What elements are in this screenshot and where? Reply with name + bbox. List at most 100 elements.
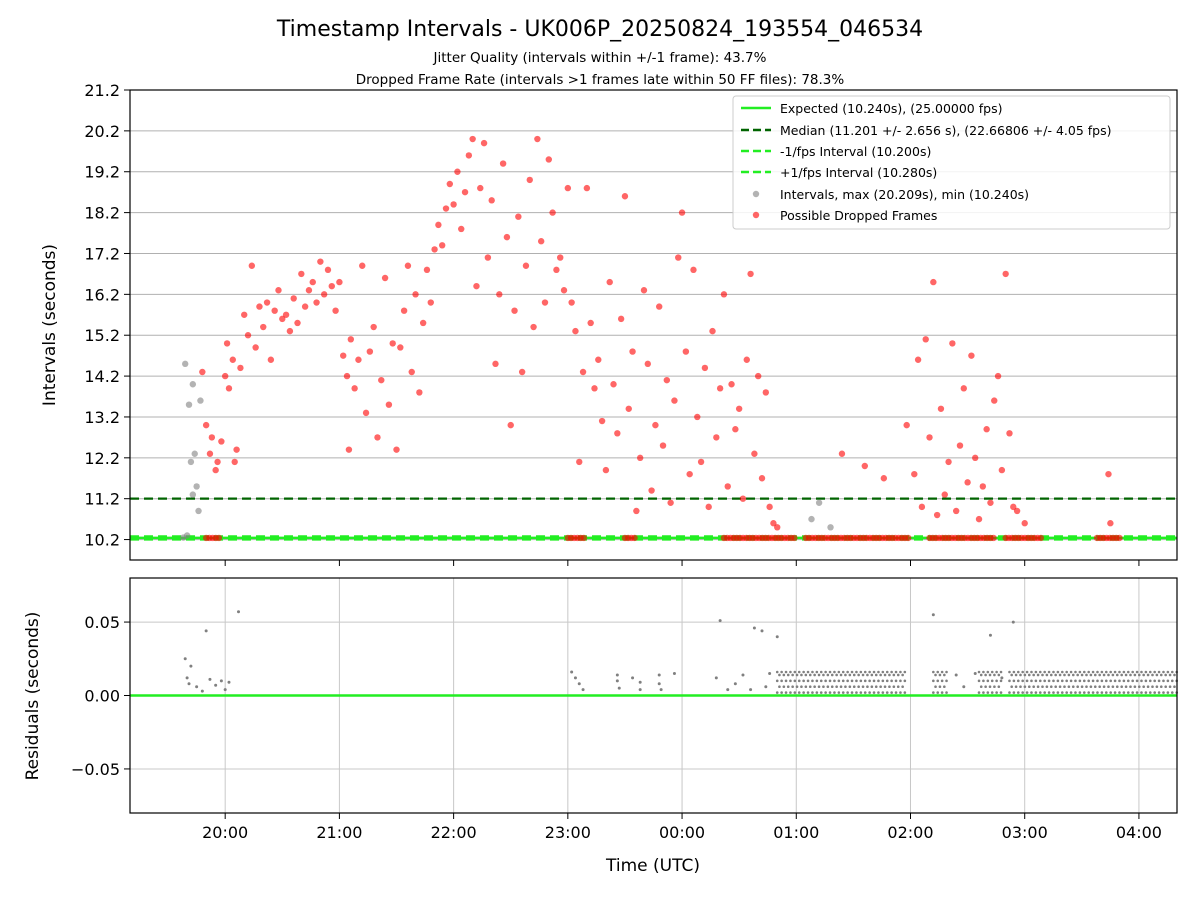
x-tick-label: 23:00 (545, 823, 591, 842)
legend: Expected (10.240s), (25.00000 fps) Media… (732, 95, 1171, 230)
residual-point (1166, 670, 1170, 674)
residual-point (1140, 670, 1143, 674)
dropped-frame-point (522, 262, 530, 269)
dropped-frame-point (606, 278, 613, 286)
residual-point (982, 691, 985, 694)
dropped-frame-point (473, 282, 480, 290)
dropped-frame-point (926, 434, 933, 441)
dropped-frame-point (922, 336, 929, 343)
residuals-y-tick-label: −0.05 (71, 760, 120, 779)
residual-point (733, 682, 737, 686)
dropped-frame-point (774, 524, 781, 531)
residual-point (1054, 685, 1057, 688)
residual-point (1098, 685, 1101, 688)
residual-point (874, 685, 878, 688)
dropped-frame-point (530, 323, 537, 331)
residual-point (866, 685, 869, 688)
dropped-frame-point (301, 303, 309, 310)
residual-point (819, 679, 823, 683)
residual-point (1052, 679, 1055, 683)
residual-point (872, 670, 876, 674)
dropped-frame-point (427, 299, 434, 306)
residual-point (940, 691, 944, 694)
residual-point (1060, 691, 1064, 694)
residual-point (977, 691, 981, 694)
dropped-frame-point (987, 499, 994, 506)
residual-point (1052, 670, 1055, 674)
intervals-x-ticks (224, 560, 1140, 566)
dropped-frame-point (686, 470, 693, 478)
residual-point (1091, 691, 1095, 694)
intervals-y-tick-label: 15.2 (84, 326, 120, 345)
residual-point (1100, 691, 1104, 694)
residual-point (1131, 691, 1134, 694)
dropped-frame-point (1021, 520, 1028, 527)
dropped-frame-point (496, 291, 503, 298)
dropped-frame-point (656, 303, 663, 310)
x-tick-label: 22:00 (431, 823, 477, 842)
dropped-frame-point (1006, 430, 1013, 437)
residual-point (1074, 679, 1077, 683)
legend-dropped-swatch (752, 211, 760, 219)
residual-point (786, 673, 790, 677)
residual-point (1076, 685, 1079, 688)
residual-point (659, 688, 663, 692)
residual-point (1102, 673, 1106, 677)
dropped-frame-point (450, 201, 457, 208)
residual-point (1093, 673, 1097, 677)
dropped-frame-point (438, 242, 446, 249)
residual-point (1144, 670, 1148, 674)
residual-point (1155, 673, 1159, 677)
residual-point (1120, 685, 1123, 688)
residual-point (899, 679, 902, 683)
dropped-frame-point (347, 336, 355, 343)
interval-point (180, 534, 187, 541)
x-axis-label: Time (UTC) (605, 856, 700, 876)
residual-point (881, 679, 885, 683)
residual-point (1166, 691, 1170, 694)
residual-point (988, 673, 992, 677)
residual-point (940, 679, 944, 683)
residual-point (1038, 691, 1042, 694)
residual-point (1080, 685, 1084, 688)
x-tick-label: 03:00 (1002, 823, 1048, 842)
residual-point (954, 673, 958, 677)
residual-point (786, 685, 790, 688)
interval-point (827, 524, 834, 531)
residual-point (997, 673, 1001, 677)
residual-point (943, 673, 946, 677)
dropped-frame-point (587, 319, 594, 327)
residual-point (835, 685, 838, 688)
intervals-points (180, 135, 1123, 542)
dropped-frame-point (732, 426, 739, 433)
residual-point (804, 685, 808, 688)
dropped-frame-point (359, 262, 366, 269)
residual-point (784, 670, 788, 674)
residual-point (1054, 673, 1057, 677)
residual-point (817, 673, 821, 677)
residual-point (1082, 670, 1086, 674)
residual-point (1148, 679, 1152, 683)
residual-point (1087, 670, 1090, 674)
dropped-frame-point (526, 176, 533, 184)
residual-point (852, 673, 856, 677)
dropped-frame-point (952, 507, 960, 515)
residual-point (789, 691, 792, 694)
residual-point (868, 670, 871, 674)
dropped-frame-point (332, 307, 339, 314)
residual-point (1107, 685, 1110, 688)
dropped-frame-point (1037, 534, 1045, 542)
dropped-frame-point (218, 438, 225, 445)
residual-point (1069, 691, 1073, 694)
dropped-frame-point (309, 278, 316, 286)
intervals-y-tick-label: 10.2 (84, 531, 120, 550)
residual-point (1038, 679, 1042, 683)
dropped-frame-point (663, 376, 671, 384)
residual-point (1089, 685, 1093, 688)
residual-point (1032, 685, 1035, 688)
residual-point (1129, 685, 1132, 688)
dropped-frame-point (580, 534, 588, 542)
residual-point (881, 691, 885, 694)
residual-point (813, 673, 816, 677)
